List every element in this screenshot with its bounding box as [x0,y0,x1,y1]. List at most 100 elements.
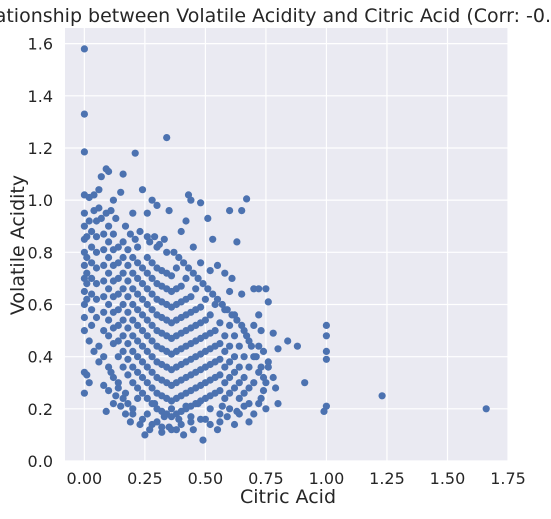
scatter-point [189,269,197,277]
scatter-point [143,332,151,340]
scatter-point [206,267,214,275]
scatter-point [143,347,151,355]
scatter-point [134,306,142,314]
scatter-point [240,373,248,382]
x-tick-label: 1.25 [369,469,405,488]
scatter-point [129,379,137,387]
scatter-point [134,259,142,267]
scatter-point [114,306,122,314]
scatter-point [131,149,139,157]
scatter-point [105,387,113,395]
scatter-point [88,321,96,329]
scatter-point [112,214,120,222]
scatter-point [80,287,88,296]
scatter-point [216,410,224,418]
scatter-point [482,405,490,413]
scatter-point [134,243,142,251]
scatter-point [114,337,122,345]
y-tick-label: 0.8 [28,243,53,262]
scatter-point [255,400,263,408]
scatter-point [80,389,88,397]
scatter-point [119,316,127,324]
scatter-point [238,321,246,329]
scatter-point [138,264,147,272]
scatter-point [88,227,96,236]
scatter-point [105,269,113,277]
scatter-point [114,290,122,298]
scatter-point [148,306,156,314]
scatter-point [322,347,330,355]
scatter-point [148,259,156,267]
scatter-point [223,413,231,421]
scatter-point [259,387,268,395]
scatter-point [90,191,98,199]
scatter-point [250,379,258,387]
scatter-point [92,313,101,322]
scatter-point [114,384,122,392]
scatter-point [129,300,137,309]
x-tick-label: 0.50 [188,469,224,488]
scatter-point [109,230,117,238]
scatter-point [83,280,91,288]
scatter-point [216,355,224,363]
scatter-point [131,235,139,243]
scatter-point [226,321,234,329]
scatter-point [143,316,151,324]
x-tick-label: 1.00 [309,469,345,488]
scatter-point [223,306,231,314]
scatter-point [90,347,98,355]
scatter-point [175,253,183,262]
scatter-point [209,290,217,298]
scatter-point [124,246,132,254]
scatter-point [233,316,241,324]
scatter-point [138,389,147,397]
scatter-point [80,313,88,322]
scatter-point [187,293,195,301]
scatter-point [100,230,108,238]
scatter-point [269,373,277,382]
x-tick-label: 0.25 [127,469,163,488]
scatter-point [129,332,137,340]
scatter-point [83,233,91,241]
scatter-point [180,259,188,267]
scatter-point [148,368,156,376]
x-tick-label: 1.75 [490,469,526,488]
x-tick-labels: 0.00 0.25 0.50 0.75 1.00 1.25 1.50 1.75 [67,469,526,488]
scatter-point [187,413,195,421]
scatter-point [264,363,272,371]
scatter-point [105,253,113,262]
scatter-point [177,420,185,429]
scatter-point [138,342,147,350]
scatter-point [216,387,224,395]
scatter-point [301,379,309,387]
y-tick-label: 1.0 [28,191,53,210]
scatter-point [322,321,330,329]
scatter-point [105,300,113,309]
scatter-point [216,418,224,426]
scatter-point [117,188,125,196]
scatter-point [105,332,113,340]
scatter-point [255,342,263,350]
scatter-point [109,196,117,204]
scatter-point [218,402,226,410]
scatter-point [257,363,265,371]
scatter-point [233,238,241,246]
scatter-point [216,371,224,379]
scatter-point [148,353,156,361]
scatter-point [134,368,142,376]
scatter-point [119,170,127,178]
scatter-point [143,410,151,418]
scatter-point [245,418,253,426]
scatter-point [129,209,137,217]
scatter-point [206,311,214,319]
scatter-point [199,436,207,444]
scatter-point [105,363,113,371]
scatter-point [148,384,156,392]
scatter-point [124,355,132,363]
scatter-point [320,407,328,415]
scatter-point [92,233,101,241]
scatter-point [138,415,147,423]
scatter-point [124,371,132,379]
scatter-point [213,426,222,434]
